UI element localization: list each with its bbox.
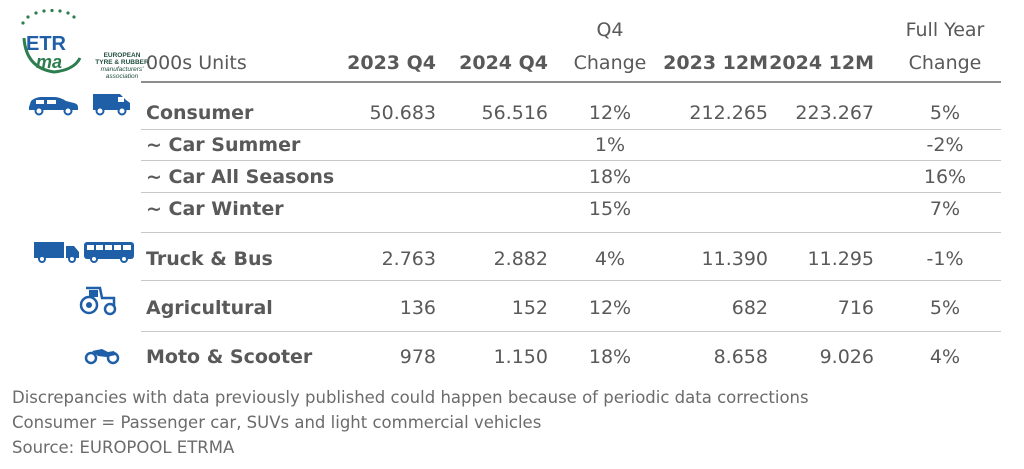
cell-truck-bus-2023-12m: 11.390: [701, 248, 768, 270]
row-label-truck-bus: Truck & Bus: [146, 248, 273, 270]
cell-car-summer-q4-change: 1%: [594, 134, 626, 156]
cell-agricultural-q4-change: 12%: [588, 297, 632, 319]
cell-car-all-seasons-fy-change: 16%: [923, 166, 967, 188]
cell-agricultural-2024-q4: 152: [511, 297, 548, 319]
cell-car-winter-q4-change: 15%: [588, 198, 632, 220]
row-label-car-summer: ~ Car Summer: [146, 134, 301, 156]
footnote-source: Source: EUROPOOL ETRMA: [12, 438, 235, 457]
svg-text:ma: ma: [36, 52, 62, 72]
row-divider: [141, 160, 1001, 161]
etrma-logo: ETR ma EUROPEAN TYRE & RUBBER manufactur…: [14, 8, 149, 80]
header-units: 000s Units: [146, 52, 247, 74]
header-q4-change-top: Q4: [596, 19, 624, 41]
footnote-consumer-definition: Consumer = Passenger car, SUVs and light…: [12, 413, 542, 432]
cell-car-winter-fy-change: 7%: [929, 198, 961, 220]
cell-car-summer-fy-change: -2%: [926, 134, 964, 156]
row-divider: [141, 331, 1001, 332]
logo-line-1: EUROPEAN: [103, 52, 141, 59]
row-divider: [141, 129, 1001, 130]
row-divider: [141, 280, 1001, 281]
header-2023-q4: 2023 Q4: [347, 52, 436, 74]
header-2023-12m: 2023 12M: [663, 52, 768, 74]
header-fy-change-top: Full Year: [905, 19, 985, 41]
cell-consumer-2023-q4: 50.683: [369, 102, 436, 124]
cell-moto-scooter-fy-change: 4%: [929, 346, 961, 368]
truck-and-bus-icon: [34, 242, 134, 263]
etrma-logo-mark: ETR ma: [21, 8, 82, 74]
cell-moto-scooter-2023-q4: 978: [399, 346, 436, 368]
row-label-car-all-seasons: ~ Car All Seasons: [146, 166, 335, 188]
cell-consumer-2023-12m: 212.265: [689, 102, 768, 124]
cell-truck-bus-q4-change: 4%: [594, 248, 626, 270]
cell-truck-bus-2023-q4: 2.763: [381, 248, 436, 270]
cell-moto-scooter-q4-change: 18%: [588, 346, 632, 368]
header-divider: [141, 81, 1001, 83]
cell-moto-scooter-2024-q4: 1.150: [493, 346, 548, 368]
row-label-moto-scooter: Moto & Scooter: [146, 346, 313, 368]
cell-moto-scooter-2023-12m: 8.658: [713, 346, 768, 368]
header-2024-12m: 2024 12M: [769, 52, 874, 74]
svg-text:ETR: ETR: [26, 33, 67, 55]
row-label-car-winter: ~ Car Winter: [146, 198, 284, 220]
logo-line-4: association: [105, 73, 139, 80]
logo-line-3: manufacturers': [100, 66, 144, 73]
row-label-consumer: Consumer: [146, 102, 254, 124]
cell-consumer-q4-change: 12%: [588, 102, 632, 124]
header-fy-change-bottom: Change: [908, 52, 982, 74]
etrma-logo-text: EUROPEAN TYRE & RUBBER manufacturers' as…: [92, 52, 152, 80]
cell-agricultural-2023-q4: 136: [399, 297, 436, 319]
logo-line-2: TYRE & RUBBER: [95, 59, 149, 66]
cell-consumer-2024-12m: 223.267: [795, 102, 874, 124]
cell-consumer-2024-q4: 56.516: [481, 102, 548, 124]
header-2024-q4: 2024 Q4: [459, 52, 548, 74]
cell-agricultural-2023-12m: 682: [731, 297, 768, 319]
tractor-icon: [79, 286, 117, 316]
cell-moto-scooter-2024-12m: 9.026: [819, 346, 874, 368]
cell-agricultural-fy-change: 5%: [929, 297, 961, 319]
cell-truck-bus-2024-12m: 11.295: [807, 248, 874, 270]
cell-consumer-fy-change: 5%: [929, 102, 961, 124]
row-divider: [141, 232, 1001, 233]
car-and-van-icon: [29, 94, 130, 116]
header-q4-change-bottom: Change: [573, 52, 647, 74]
footnote-discrepancies: Discrepancies with data previously publi…: [12, 388, 809, 407]
motorcycle-icon: [84, 349, 120, 365]
cell-agricultural-2024-12m: 716: [837, 297, 874, 319]
row-divider: [141, 192, 1001, 193]
cell-truck-bus-fy-change: -1%: [926, 248, 964, 270]
cell-truck-bus-2024-q4: 2.882: [493, 248, 548, 270]
cell-car-all-seasons-q4-change: 18%: [588, 166, 632, 188]
row-label-agricultural: Agricultural: [146, 297, 273, 319]
